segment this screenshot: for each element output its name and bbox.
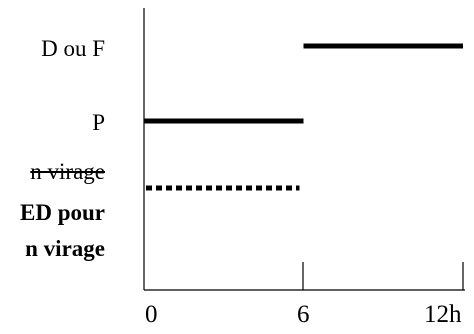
row-label-ed-pour: ED pour xyxy=(20,200,105,225)
row-label-virage-struck: n virage xyxy=(30,159,105,184)
row-label-p: P xyxy=(92,110,105,135)
tick-label-0: 0 xyxy=(145,301,158,328)
segments-group xyxy=(144,43,463,191)
tick-label-6: 6 xyxy=(297,301,310,328)
tick-label-12h: 12h xyxy=(424,301,462,328)
row-label-d-ou-f: D ou F xyxy=(41,36,105,61)
row-label-virage-bold: n virage xyxy=(25,236,105,261)
